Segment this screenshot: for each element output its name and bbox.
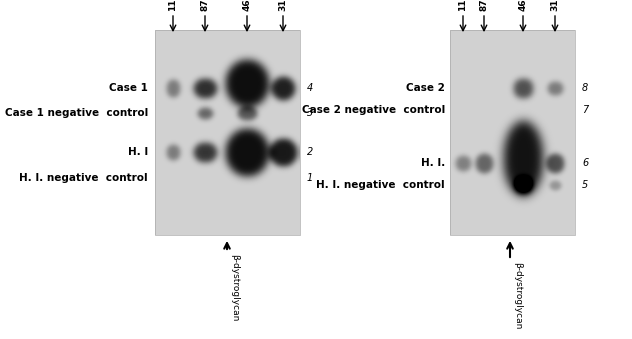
Text: 31: 31 (550, 0, 559, 11)
Text: 87: 87 (200, 0, 209, 11)
Text: 31: 31 (279, 0, 288, 11)
Text: 1: 1 (307, 173, 313, 183)
Text: 6: 6 (582, 158, 588, 168)
Text: 87: 87 (480, 0, 489, 11)
Text: H. I: H. I (128, 147, 148, 157)
Text: 8: 8 (582, 83, 588, 93)
Text: 118: 118 (169, 0, 178, 11)
Text: 7: 7 (582, 105, 588, 115)
Text: H. I. negative  control: H. I. negative control (20, 173, 148, 183)
Bar (155, 30, 300, 235)
Text: Case 1 negative  control: Case 1 negative control (5, 108, 148, 118)
Text: 4: 4 (307, 83, 313, 93)
Text: Case 1: Case 1 (109, 83, 148, 93)
Text: 2: 2 (307, 147, 313, 157)
Text: Case 2: Case 2 (406, 83, 445, 93)
Text: H. I.: H. I. (421, 158, 445, 168)
Text: β-dystroglycan: β-dystroglycan (513, 262, 522, 330)
Bar (450, 30, 575, 235)
Text: 5: 5 (582, 180, 588, 190)
Text: 46: 46 (243, 0, 252, 11)
Text: 46: 46 (518, 0, 528, 11)
Text: Case 2 negative  control: Case 2 negative control (301, 105, 445, 115)
Text: H. I. negative  control: H. I. negative control (317, 180, 445, 190)
Text: 118: 118 (458, 0, 468, 11)
Text: 3: 3 (307, 108, 313, 118)
Text: β-dystroglycan: β-dystroglycan (230, 254, 239, 321)
